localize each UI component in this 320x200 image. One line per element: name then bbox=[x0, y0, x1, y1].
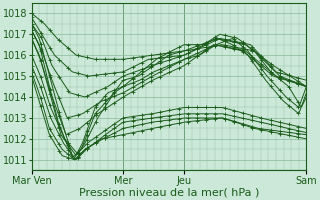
X-axis label: Pression niveau de la mer( hPa ): Pression niveau de la mer( hPa ) bbox=[79, 187, 259, 197]
